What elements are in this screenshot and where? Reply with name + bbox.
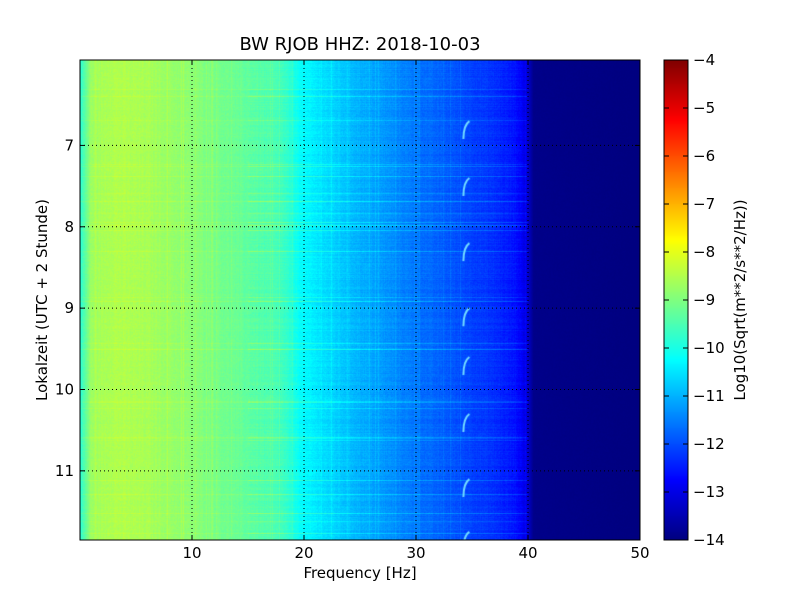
y-axis-ticks: 7 8 9 10 11 [55,136,640,480]
x-tick-label: 20 [294,544,313,562]
x-axis-label: Frequency [Hz] [303,564,416,582]
colorbar-tick-label: −7 [693,195,715,213]
chart-title: BW RJOB HHZ: 2018-10-03 [239,34,480,55]
colorbar-tick-label: −8 [693,243,715,261]
colorbar-tick-label: −14 [693,531,725,549]
colorbar-tick-label: −4 [693,51,715,69]
y-tick-label: 10 [55,380,74,398]
colorbar: −4 −5 −6 −7 −8 −9 −10 −11 −12 −13 −14 Log10(Sqrt(m… [663,51,749,549]
y-axis-label: Lokalzeit (UTC + 2 Stunde) [33,199,51,401]
plot-frame [79,59,641,541]
colorbar-tick-label: −9 [693,291,715,309]
y-tick-label: 11 [55,462,74,480]
colorbar-tick-label: −5 [693,99,715,117]
y-tick-label: 8 [64,218,74,236]
colorbar-ticks: −4 −5 −6 −7 −8 −9 −10 −11 −12 −13 −14 [664,51,725,549]
colorbar-tick-label: −13 [693,483,725,501]
colorbar-tick-label: −12 [693,435,725,453]
y-tick-label: 7 [64,136,74,154]
spectrogram-heatmap [80,60,640,540]
grid-lines [80,60,640,540]
x-tick-label: 50 [630,544,649,562]
x-axis-ticks: 10 20 30 40 50 [182,60,650,562]
x-tick-label: 30 [406,544,425,562]
x-tick-label: 40 [518,544,537,562]
colorbar-label: Log10(Sqrt(m**2/s**2/Hz)) [731,199,749,400]
plot-area [80,60,640,540]
colorbar-tick-label: −10 [693,339,725,357]
y-tick-label: 9 [64,299,74,317]
x-tick-label: 10 [182,544,201,562]
colorbar-tick-label: −6 [693,147,715,165]
colorbar-tick-label: −11 [693,387,725,405]
